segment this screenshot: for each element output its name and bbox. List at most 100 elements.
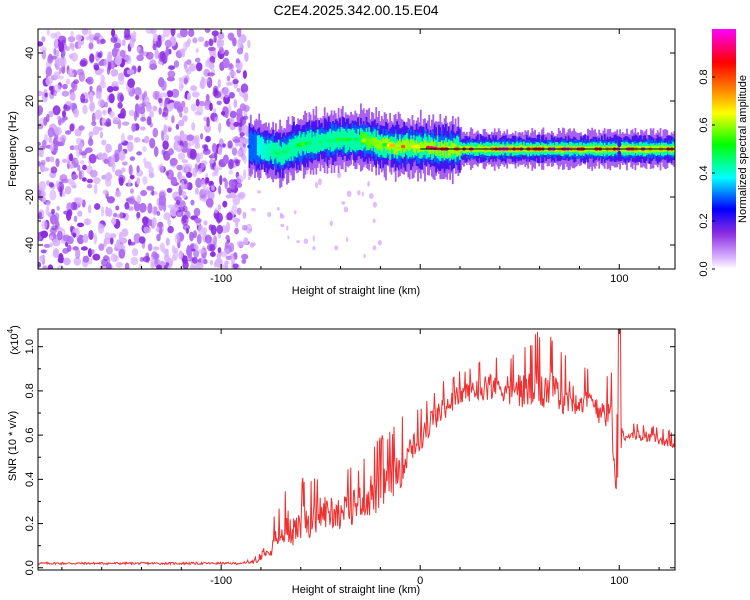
noise-blob (116, 214, 120, 219)
noise-blob (140, 190, 148, 197)
noise-blob (236, 207, 242, 215)
noise-blob (127, 134, 134, 141)
spectrogram-ylabel: Frequency (Hz) (7, 111, 19, 187)
noise-blob (89, 53, 95, 63)
noise-blob (58, 253, 64, 264)
noise-blob (129, 39, 135, 49)
noise-blob (176, 199, 181, 205)
noise-blob (153, 146, 159, 158)
noise-blob (68, 53, 74, 60)
noise-blob (136, 54, 144, 62)
noise-blob (236, 47, 244, 55)
ridge-cell (265, 144, 267, 161)
noise-blob (156, 264, 162, 269)
noise-blob (217, 146, 223, 156)
noise-blob (101, 206, 105, 217)
ridge-cell (447, 145, 450, 158)
noise-blob (106, 208, 113, 217)
x-tick-label: 100 (610, 575, 628, 587)
noise-blob (38, 211, 42, 218)
ridge-peak (304, 141, 309, 146)
noise-blob (179, 130, 185, 140)
ridge-cell (475, 146, 478, 153)
ridge-cell (323, 134, 326, 150)
noise-blob (287, 235, 290, 240)
noise-blob (345, 236, 349, 243)
noise-blob (40, 159, 46, 166)
noise-blob (118, 248, 126, 259)
noise-blob (114, 149, 120, 156)
noise-blob (82, 255, 90, 263)
noise-blob (181, 159, 189, 164)
ridge-cell (457, 136, 460, 156)
noise-blob (52, 105, 61, 116)
ridge-cell (373, 138, 376, 148)
noise-blob (107, 60, 112, 71)
noise-blob (38, 261, 42, 268)
ridge-cell (360, 131, 362, 143)
noise-blob (279, 214, 285, 219)
noise-blob (60, 117, 66, 123)
ridge-cell (478, 144, 481, 152)
ridge-cell (645, 146, 648, 154)
noise-blob (91, 121, 97, 126)
noise-blob (226, 212, 233, 221)
spectrogram-xlabel: Height of straight line (km) (292, 285, 420, 297)
noise-blob (111, 217, 117, 225)
ridge-peak (247, 144, 251, 149)
noise-blob (166, 76, 175, 82)
ridge-peak (285, 148, 292, 152)
noise-blob (372, 245, 377, 251)
ridge-cell (293, 139, 295, 156)
ridge-cell (394, 143, 397, 154)
noise-blob (243, 104, 250, 112)
noise-blob (63, 257, 71, 266)
noise-blob (228, 169, 234, 175)
noise-blob (187, 92, 191, 101)
noise-blob (181, 115, 188, 122)
noise-blob (69, 145, 76, 150)
noise-blob (76, 147, 80, 158)
noise-blob (158, 107, 162, 115)
noise-blob (200, 162, 205, 170)
noise-blob (190, 85, 198, 92)
noise-blob (158, 221, 164, 228)
noise-blob (178, 77, 183, 82)
noise-blob (93, 233, 98, 245)
noise-blob (115, 205, 120, 211)
ridge-cell (393, 142, 396, 155)
noise-blob (167, 148, 174, 156)
noise-blob (68, 153, 74, 162)
noise-blob (61, 90, 70, 97)
noise-blob (236, 108, 243, 118)
noise-blob (346, 190, 352, 197)
noise-blob (120, 108, 126, 119)
ridge-cell (300, 137, 302, 156)
noise-blob (146, 103, 153, 112)
ridge-cell (408, 143, 411, 152)
spectrogram-ticks: -100 100 -40 -20 0 20 40 (24, 28, 675, 285)
noise-blob (194, 217, 202, 224)
noise-blob (206, 77, 213, 88)
noise-blob (49, 189, 57, 201)
noise-blob (225, 255, 233, 260)
noise-blob (123, 34, 132, 41)
noise-blob (47, 55, 54, 64)
noise-blob (118, 72, 125, 81)
noise-blob (240, 83, 249, 94)
noise-blob (100, 74, 105, 83)
ridge-cell (445, 145, 447, 158)
noise-blob (73, 256, 82, 266)
ridge-cell (269, 140, 272, 157)
snr-series-layer (38, 329, 675, 566)
noise-blob (51, 225, 58, 231)
noise-blob (235, 62, 241, 69)
noise-blob (38, 145, 42, 156)
noise-blob (337, 171, 342, 179)
noise-blob (69, 102, 77, 110)
noise-blob (229, 117, 235, 124)
ridge-cell (456, 135, 458, 157)
ridge-cell (449, 146, 451, 156)
noise-blob (183, 77, 188, 85)
noise-blob (233, 99, 238, 108)
